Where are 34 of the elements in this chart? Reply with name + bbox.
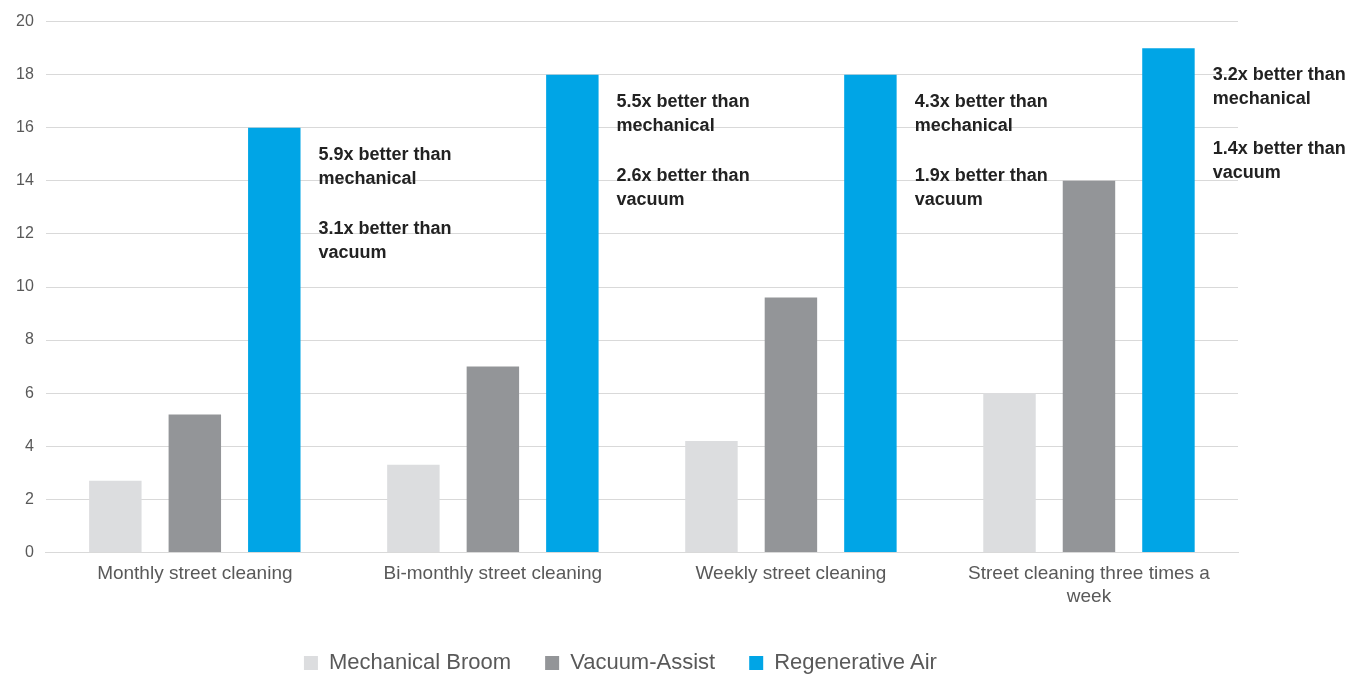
bar: [546, 74, 599, 552]
annotation: 1.4x better than vacuum: [1212, 138, 1346, 183]
y-tick-label: 8: [24, 330, 34, 348]
y-tick-label: 2: [24, 489, 34, 507]
annotation: 5.5x better than mechanical: [616, 90, 750, 135]
legend-label: Regenerative Air: [774, 649, 937, 675]
y-tick-label: 18: [16, 65, 34, 83]
y-tick-label: 6: [24, 383, 34, 401]
y-tick-label: 12: [16, 224, 34, 242]
annotation: 2.6x better than vacuum: [616, 164, 750, 209]
y-tick-label: 14: [16, 171, 34, 189]
y-tick-label: 10: [16, 277, 34, 295]
bar: [248, 127, 301, 552]
annotation: 4.3x better than mechanical: [914, 90, 1048, 135]
annotation: 5.9x better than mechanical: [318, 143, 452, 188]
bar: [1142, 48, 1195, 552]
x-tick-label: Weekly street cleaning: [695, 562, 887, 584]
legend-label: Vacuum-Assist: [570, 649, 716, 675]
annotation: 3.2x better than mechanical: [1212, 64, 1346, 109]
y-tick-label: 20: [16, 12, 34, 30]
bar: [1062, 180, 1116, 552]
annotation: 3.1x better than vacuum: [318, 217, 452, 262]
bar: [844, 74, 897, 552]
x-tick-label: Street cleaning three times a week: [968, 562, 1211, 606]
y-tick-label: 0: [24, 542, 34, 560]
bar: [168, 414, 222, 552]
x-tick-label: Bi-monthly street cleaning: [383, 562, 603, 584]
x-tick-label: Monthly street cleaning: [97, 562, 293, 584]
legend-label: Mechanical Broom: [328, 649, 512, 675]
y-tick-label: 4: [24, 436, 34, 454]
annotation: 1.9x better than vacuum: [914, 164, 1048, 209]
bar: [466, 366, 520, 552]
bar: [764, 297, 818, 552]
y-tick-label: 16: [16, 118, 34, 136]
